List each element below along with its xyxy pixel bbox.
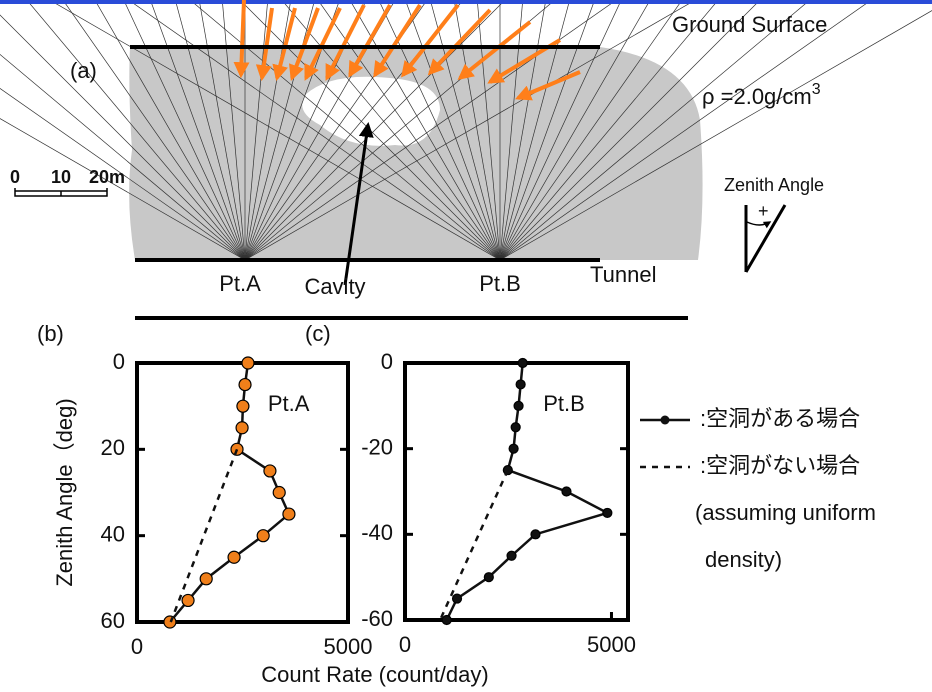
top-bar — [0, 0, 932, 4]
y-tick-label: 0 — [381, 349, 393, 374]
legend-note: density) — [705, 547, 782, 572]
scale-bar — [15, 188, 107, 196]
marker — [442, 616, 451, 625]
marker — [264, 465, 276, 477]
marker — [236, 422, 248, 434]
cavity-label: Cavity — [304, 274, 365, 299]
legend-note: (assuming uniform — [695, 500, 876, 525]
y-tick-label: 60 — [101, 608, 125, 633]
marker — [518, 359, 527, 368]
marker — [164, 616, 176, 628]
ground-label: Ground Surface — [672, 12, 827, 37]
y-tick-label: -20 — [361, 434, 393, 459]
y-tick-label: -60 — [361, 606, 393, 631]
marker — [484, 573, 493, 582]
marker — [514, 401, 523, 410]
marker — [453, 594, 462, 603]
y-tick-label: 0 — [113, 349, 125, 374]
marker — [242, 357, 254, 369]
legend-label: :空洞がある場合 — [700, 406, 860, 431]
panel-label: (a) — [70, 58, 97, 83]
marker — [603, 508, 612, 517]
marker — [273, 487, 285, 499]
marker — [200, 573, 212, 585]
y-tick-label: 40 — [101, 521, 125, 546]
density: ρ =2.0g/cm3 — [702, 81, 821, 109]
marker — [507, 551, 516, 560]
x-tick-label: 5000 — [587, 632, 636, 657]
marker — [228, 551, 240, 563]
y-tick-label: 20 — [101, 435, 125, 460]
marker — [257, 530, 269, 542]
scale-label: 0 — [10, 167, 20, 187]
marker — [239, 379, 251, 391]
marker — [182, 594, 194, 606]
zenith-plus: + — [758, 201, 769, 221]
annotation: Pt.A — [268, 391, 310, 416]
zenith-arc — [747, 222, 770, 225]
marker — [562, 487, 571, 496]
scale-label: 10 — [51, 167, 71, 187]
legend-label: :空洞がない場合 — [700, 453, 860, 478]
legend-marker — [661, 416, 670, 425]
figure: Ground Surface (a) ρ =2.0g/cm3 0 10 20m … — [0, 0, 932, 692]
dashed-line — [171, 449, 237, 622]
pt-b-label: Pt.B — [479, 271, 521, 296]
marker — [237, 400, 249, 412]
y-tick-label: -40 — [361, 520, 393, 545]
dashed-line — [440, 470, 508, 620]
marker — [283, 508, 295, 520]
density-sup: 3 — [812, 81, 821, 98]
y-axis-label: Zenith Angle（deg) — [52, 398, 77, 586]
x-tick-label: 0 — [131, 634, 143, 659]
x-tick-label: 0 — [399, 632, 411, 657]
tunnel-label: Tunnel — [590, 262, 656, 287]
density-text: ρ =2.0g/cm — [702, 84, 812, 109]
marker — [531, 530, 540, 539]
x-tick-label: 5000 — [324, 634, 373, 659]
marker — [509, 444, 518, 453]
scale-label: 20m — [89, 167, 125, 187]
annotation: Pt.B — [543, 391, 585, 416]
panel-label: (b) — [37, 321, 64, 346]
marker — [511, 423, 520, 432]
zenith-label: Zenith Angle — [724, 175, 824, 195]
panel-label: (c) — [305, 321, 331, 346]
x-axis-label: Count Rate (count/day) — [261, 662, 488, 687]
pt-a-label: Pt.A — [219, 271, 261, 296]
marker — [516, 380, 525, 389]
